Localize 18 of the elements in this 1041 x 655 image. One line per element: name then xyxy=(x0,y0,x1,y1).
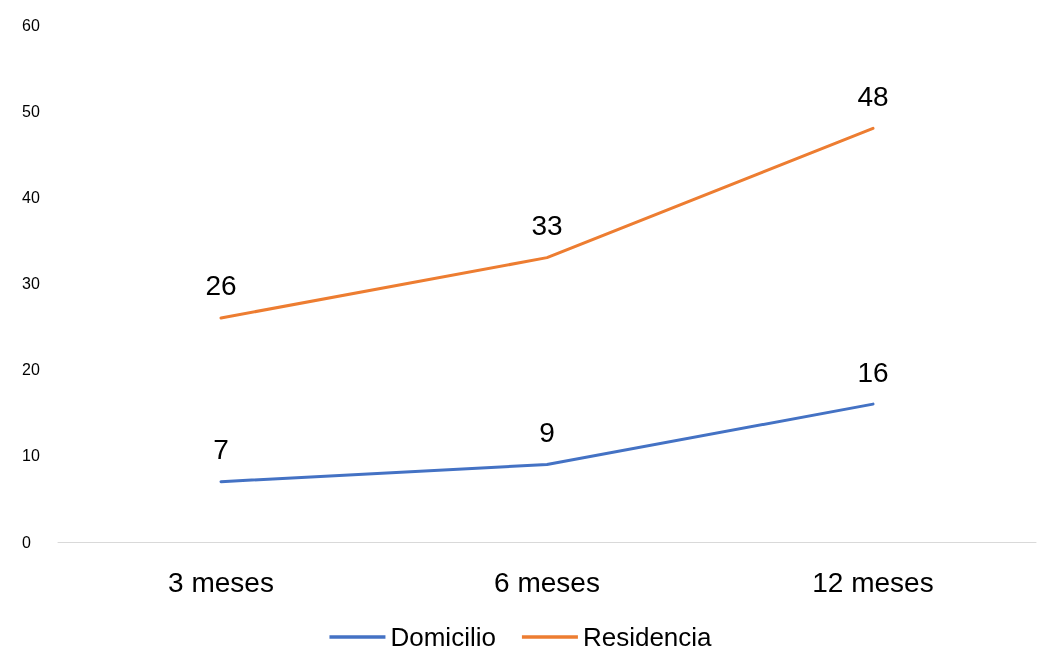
y-tick-label: 40 xyxy=(22,188,40,206)
legend-label: Domicilio xyxy=(390,622,496,652)
data-label: 16 xyxy=(857,356,889,388)
y-tick-label: 20 xyxy=(22,361,40,379)
data-label: 9 xyxy=(539,416,555,448)
data-label: 7 xyxy=(213,434,229,466)
legend-label: Residencia xyxy=(582,622,713,652)
y-tick-label: 0 xyxy=(22,533,31,551)
data-label: 26 xyxy=(205,270,237,302)
x-tick-label: 6 meses xyxy=(494,566,600,598)
x-tick-label: 12 meses xyxy=(812,566,934,598)
y-tick-label: 60 xyxy=(22,16,40,34)
x-tick-label: 3 meses xyxy=(168,566,274,598)
y-tick-label: 50 xyxy=(22,102,40,120)
y-tick-label: 10 xyxy=(22,447,40,465)
data-label: 33 xyxy=(531,210,563,242)
y-tick-label: 30 xyxy=(22,275,40,292)
data-label: 48 xyxy=(857,80,889,112)
